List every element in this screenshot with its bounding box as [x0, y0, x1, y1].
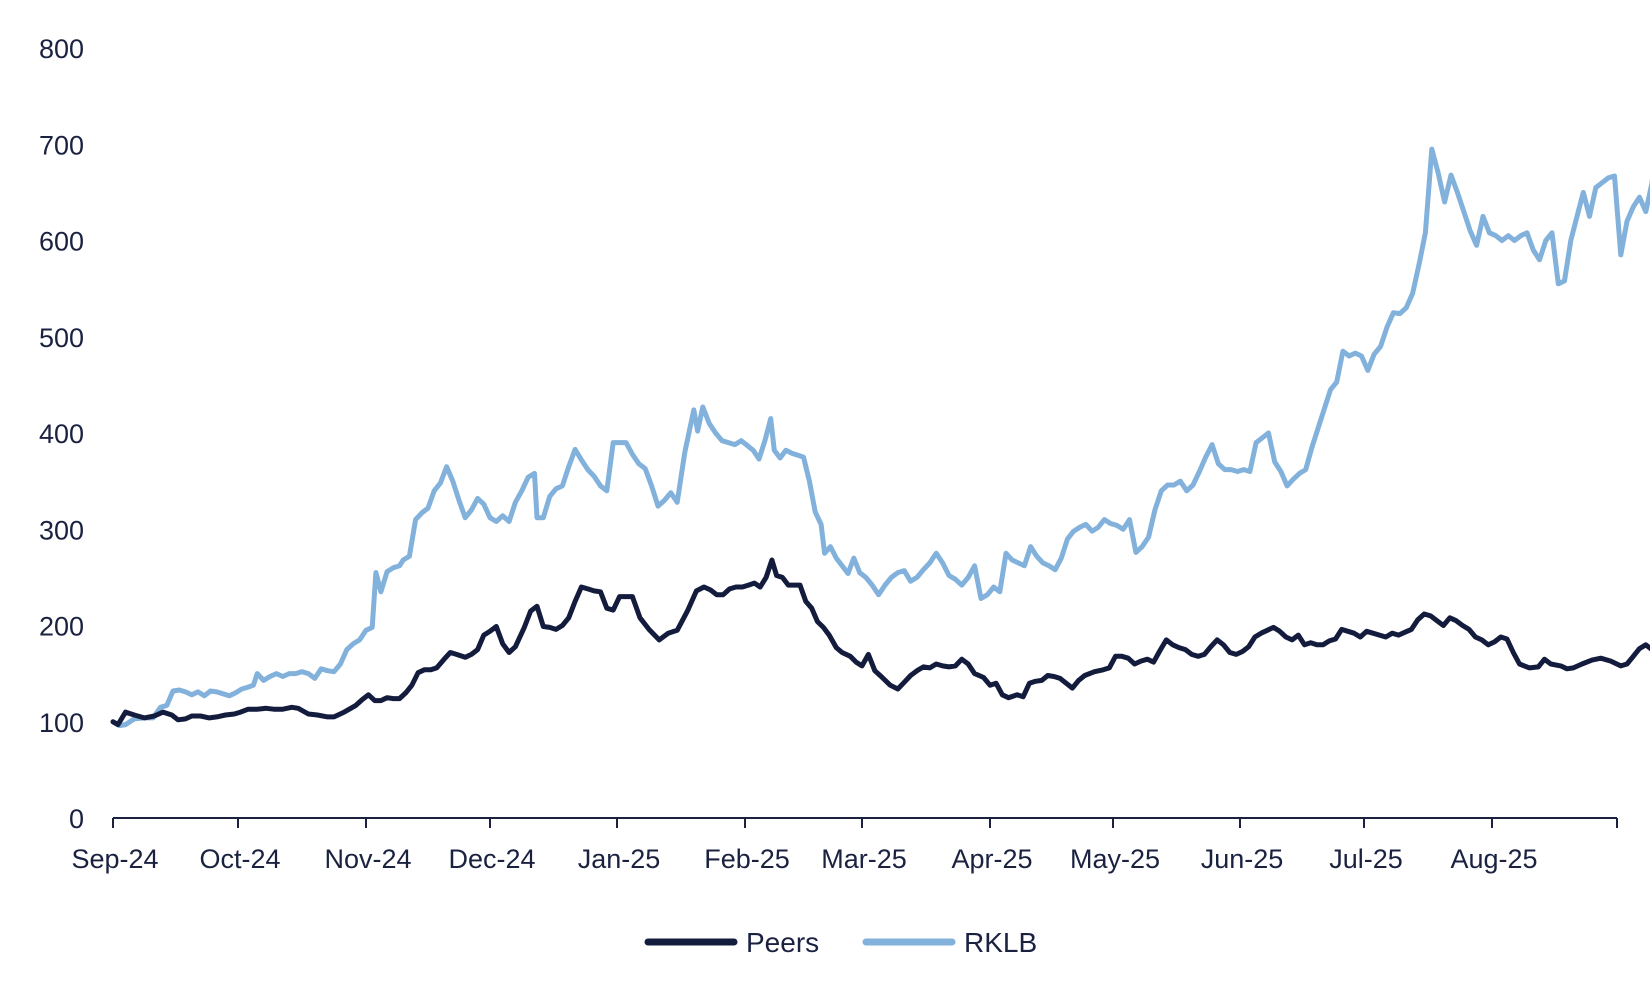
x-tick-label: Jun-25: [1201, 844, 1284, 874]
series-lines: [110, 146, 1650, 729]
legend-label-rklb: RKLB: [964, 927, 1037, 958]
x-tick-label: Apr-25: [951, 844, 1032, 874]
x-tick-label: Oct-24: [199, 844, 280, 874]
x-tick-label: Nov-24: [324, 844, 411, 874]
x-tick-label: Mar-25: [821, 844, 907, 874]
y-tick-label: 200: [39, 612, 84, 642]
x-tick-label: Jul-25: [1329, 844, 1403, 874]
y-tick-label: 700: [39, 130, 84, 160]
x-tick-label: Feb-25: [704, 844, 790, 874]
x-tick-label: Dec-24: [448, 844, 535, 874]
y-tick-label: 800: [39, 34, 84, 64]
x-axis-ticks: Sep-24 Oct-24 Nov-24 Dec-24 Jan-25 Feb-25 Mar-…: [71, 818, 1618, 874]
x-tick-label: May-25: [1070, 844, 1160, 874]
y-tick-label: 0: [69, 804, 84, 834]
legend-label-peers: Peers: [746, 927, 819, 958]
legend: Peers RKLB: [644, 927, 1037, 958]
y-tick-label: 100: [39, 708, 84, 738]
series-line-peers: [110, 557, 1650, 728]
y-tick-label: 400: [39, 419, 84, 449]
y-tick-label: 600: [39, 227, 84, 257]
x-tick-label: Sep-24: [71, 844, 158, 874]
y-tick-label: 300: [39, 515, 84, 545]
series-line-rklb: [110, 146, 1650, 729]
x-tick-label: Jan-25: [578, 844, 661, 874]
y-tick-label: 500: [39, 323, 84, 353]
y-axis-ticks: 0 100 200 300 400 500 600 700 800: [39, 34, 84, 834]
x-tick-label: Aug-25: [1450, 844, 1537, 874]
